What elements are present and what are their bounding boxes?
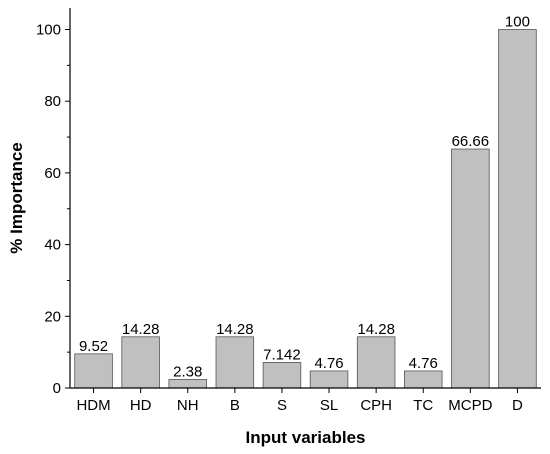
y-tick-label: 40 <box>44 237 61 254</box>
y-axis-ticks: 0 20 40 60 80 100 <box>36 22 70 397</box>
data-label-hd: 14.28 <box>122 321 160 338</box>
data-label-cph: 14.28 <box>357 321 395 338</box>
data-label-sl: 4.76 <box>314 355 343 372</box>
x-axis-ticks: HDM HD NH B S SL CPH TC MCPD D <box>76 388 523 414</box>
x-tick-label-d: D <box>512 397 523 414</box>
x-tick-label-b: B <box>230 397 240 414</box>
data-label-mcpd: 66.66 <box>452 133 490 150</box>
data-label-hdm: 9.52 <box>79 338 108 355</box>
bar-d <box>498 29 537 389</box>
bar-hdm <box>74 353 113 389</box>
y-tick-label: 60 <box>44 165 61 182</box>
bar-hd <box>121 336 160 389</box>
data-label-s: 7.142 <box>263 346 301 363</box>
x-tick-label-hdm: HDM <box>76 397 110 414</box>
x-tick-label-sl: SL <box>320 397 338 414</box>
bar-nh <box>168 379 207 389</box>
bar-mcpd <box>451 148 490 389</box>
x-tick-label-hd: HD <box>130 397 152 414</box>
x-tick-label-mcpd: MCPD <box>448 397 492 414</box>
y-tick-label: 100 <box>36 22 61 39</box>
x-tick-label-tc: TC <box>413 397 433 414</box>
data-label-d: 100 <box>505 14 530 31</box>
bar-s <box>262 361 302 389</box>
y-tick-label: 80 <box>44 93 61 110</box>
x-tick-label-nh: NH <box>177 397 199 414</box>
bar-sl <box>309 370 349 389</box>
bar-b <box>215 336 255 389</box>
y-tick-label: 20 <box>44 308 61 325</box>
x-tick-label-cph: CPH <box>360 397 392 414</box>
bar-cph <box>356 336 396 389</box>
x-tick-label-s: S <box>277 397 287 414</box>
data-label-tc: 4.76 <box>409 355 438 372</box>
y-axis-title: % Importance <box>7 142 26 253</box>
x-axis-title: Input variables <box>246 428 366 447</box>
bar-tc <box>404 370 443 389</box>
data-labels-group: 9.52 14.28 2.38 14.28 7.142 4.76 14.28 4.76 66.6… <box>79 14 530 381</box>
data-label-nh: 2.38 <box>173 363 202 380</box>
data-label-b: 14.28 <box>216 321 254 338</box>
y-tick-label: 0 <box>53 380 61 397</box>
